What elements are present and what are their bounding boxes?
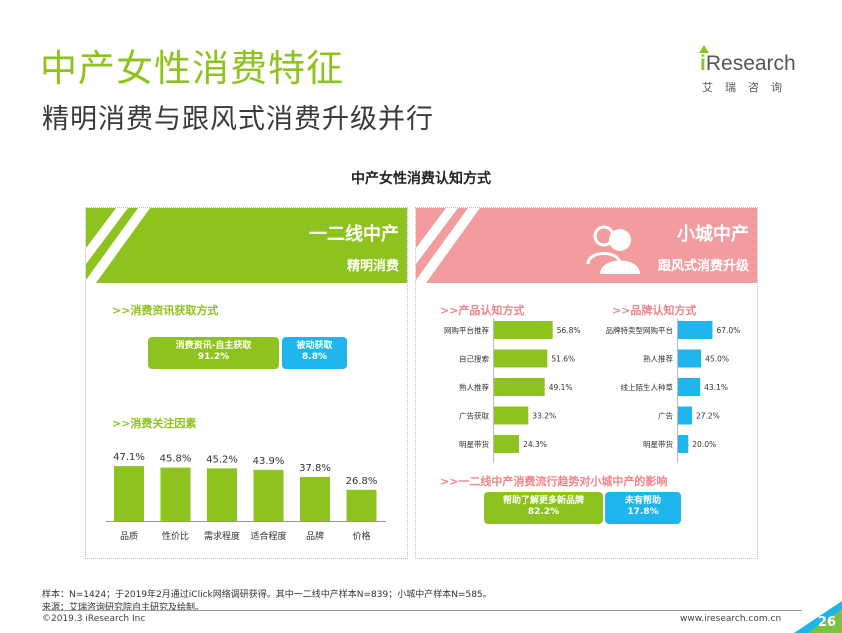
brand-value-label: 43.1% [704, 383, 728, 392]
factor-value-label: 43.9% [253, 456, 285, 467]
page-title: 中产女性消费特征 [40, 47, 344, 90]
factor-category-label: 适合程度 [250, 530, 286, 542]
product-value-label: 51.6% [551, 355, 575, 364]
product-bar [494, 378, 545, 396]
pill-passive-acquire: 被动获取 8.8% [282, 337, 347, 369]
brand-bar [678, 378, 701, 396]
brand-category-label: 明星带货 [643, 439, 673, 449]
product-value-label: 33.2% [532, 412, 556, 421]
left-panel-header: 一二线中产 精明消费 [86, 208, 407, 283]
factor-bar [253, 469, 284, 521]
product-bar-chart: 网购平台推荐 56.8% 自己搜索 51.6% 熟人推荐 49.1% 广告获取 33.2% 明星… [444, 318, 581, 463]
factor-bar [346, 489, 377, 521]
product-bar [494, 349, 548, 368]
factor-value-label: 45.8% [160, 454, 192, 465]
pill-active-acquire: 消费资讯-自主获取 91.2% [148, 337, 279, 369]
product-value-label: 24.3% [523, 440, 547, 449]
product-bar [494, 406, 529, 425]
factor-value-label: 45.2% [206, 454, 238, 465]
stripes-icon [416, 208, 480, 283]
brand-category-label: 线上陌生人种草 [621, 382, 674, 392]
pill-no-help: 未有帮助 17.8% [605, 492, 681, 524]
brand-value-label: 67.0% [716, 326, 740, 335]
brand-value-label: 45.0% [705, 355, 729, 364]
section-info-label: >>消费资讯获取方式 [112, 304, 219, 317]
sample-note: 样本：N=1424；于2019年2月通过iClick网络调研获得。其中一二线中产… [42, 590, 492, 600]
site-url[interactable]: www.iresearch.com.cn [680, 614, 782, 624]
product-category-label: 自己搜索 [459, 354, 489, 364]
brand-bar [678, 349, 702, 368]
factor-value-label: 26.8% [346, 476, 378, 487]
product-category-label: 熟人推荐 [459, 382, 489, 392]
left-panel: 一二线中产 精明消费 >>消费资讯获取方式 消费资讯-自主获取 91.2% 被动… [85, 207, 408, 559]
brand-bar-chart: 品牌特卖型网购平台 67.0% 熟人推荐 45.0% 线上陌生人种草 43.1% 广告 27.… [606, 318, 740, 463]
footnotes: 样本：N=1424；于2019年2月通过iClick网络调研获得。其中一二线中产… [42, 589, 492, 615]
brand-bar [678, 435, 689, 453]
brand-category-label: 广告 [658, 411, 673, 421]
factor-bar [114, 466, 144, 521]
factor-bar [160, 467, 191, 521]
product-value-label: 49.1% [549, 383, 573, 392]
page-subtitle: 精明消费与跟风式消费升级并行 [42, 104, 434, 135]
footer-divider [42, 610, 802, 611]
section-factors-label: >>消费关注因素 [112, 417, 197, 430]
brand-category-label: 品牌特卖型网购平台 [606, 325, 674, 335]
product-bar [494, 321, 553, 339]
brand-bar [678, 406, 692, 425]
right-panel-header: 小城中产 跟风式消费升级 [416, 208, 757, 283]
factor-category-label: 需求程度 [204, 530, 240, 542]
factor-value-label: 37.8% [299, 463, 331, 474]
page-number: 26 [817, 615, 836, 630]
product-section-label: >>产品认知方式 [440, 304, 525, 317]
factor-category-label: 品牌 [306, 530, 324, 542]
brand-category-label: 熟人推荐 [643, 354, 673, 364]
left-panel-subtitle: 精明消费 [346, 259, 399, 274]
brand-section-label: >>品牌认知方式 [612, 304, 697, 317]
factor-category-label: 价格 [352, 530, 370, 542]
factor-bar [300, 476, 330, 521]
factor-value-label: 47.1% [113, 452, 145, 463]
brand-value-label: 27.2% [696, 412, 720, 421]
product-bar [494, 435, 520, 453]
product-category-label: 明星带货 [459, 439, 489, 449]
product-value-label: 56.8% [557, 326, 581, 335]
logo-cn: 艾瑞咨询 [702, 81, 794, 94]
pill-help-brand: 帮助了解更多新品牌 82.2% [484, 492, 603, 524]
product-category-label: 网购平台推荐 [444, 325, 489, 335]
left-panel-title: 一二线中产 [309, 224, 399, 245]
iresearch-logo: iResearch 艾瑞咨询 [692, 42, 812, 97]
product-category-label: 广告获取 [459, 411, 489, 421]
factor-category-label: 品质 [120, 530, 138, 542]
brand-value-label: 20.0% [692, 440, 716, 449]
factor-category-label: 性价比 [162, 530, 189, 542]
factors-bar-chart: 47.1% 品质 45.8% 性价比 45.2% 需求程度 43.9% 适合程度 37.8% 品牌… [106, 452, 386, 542]
factor-bar [207, 468, 237, 521]
chart-title: 中产女性消费认知方式 [351, 171, 491, 187]
page-number-badge: 26 [794, 601, 842, 633]
right-panel-title: 小城中产 [677, 224, 749, 245]
people-icon [586, 225, 640, 274]
right-panel-subtitle: 跟风式消费升级 [657, 259, 749, 274]
influence-section-label: >>一二线中产消费流行趋势对小城中产的影响 [440, 475, 668, 488]
stripes-icon [86, 208, 150, 283]
right-panel: 小城中产 跟风式消费升级 >>产品认知方式 >>品牌认知方式 网购平台推荐 56.… [415, 207, 758, 559]
brand-bar [678, 321, 713, 339]
page-corner-shape [794, 601, 842, 633]
logo-triangle-icon [699, 45, 709, 53]
copyright: ©2019.3 iResearch Inc [42, 614, 146, 624]
source-note: 来源：艾瑞咨询研究院自主研究及绘制。 [42, 603, 205, 613]
logo-brand: iResearch [700, 52, 796, 75]
